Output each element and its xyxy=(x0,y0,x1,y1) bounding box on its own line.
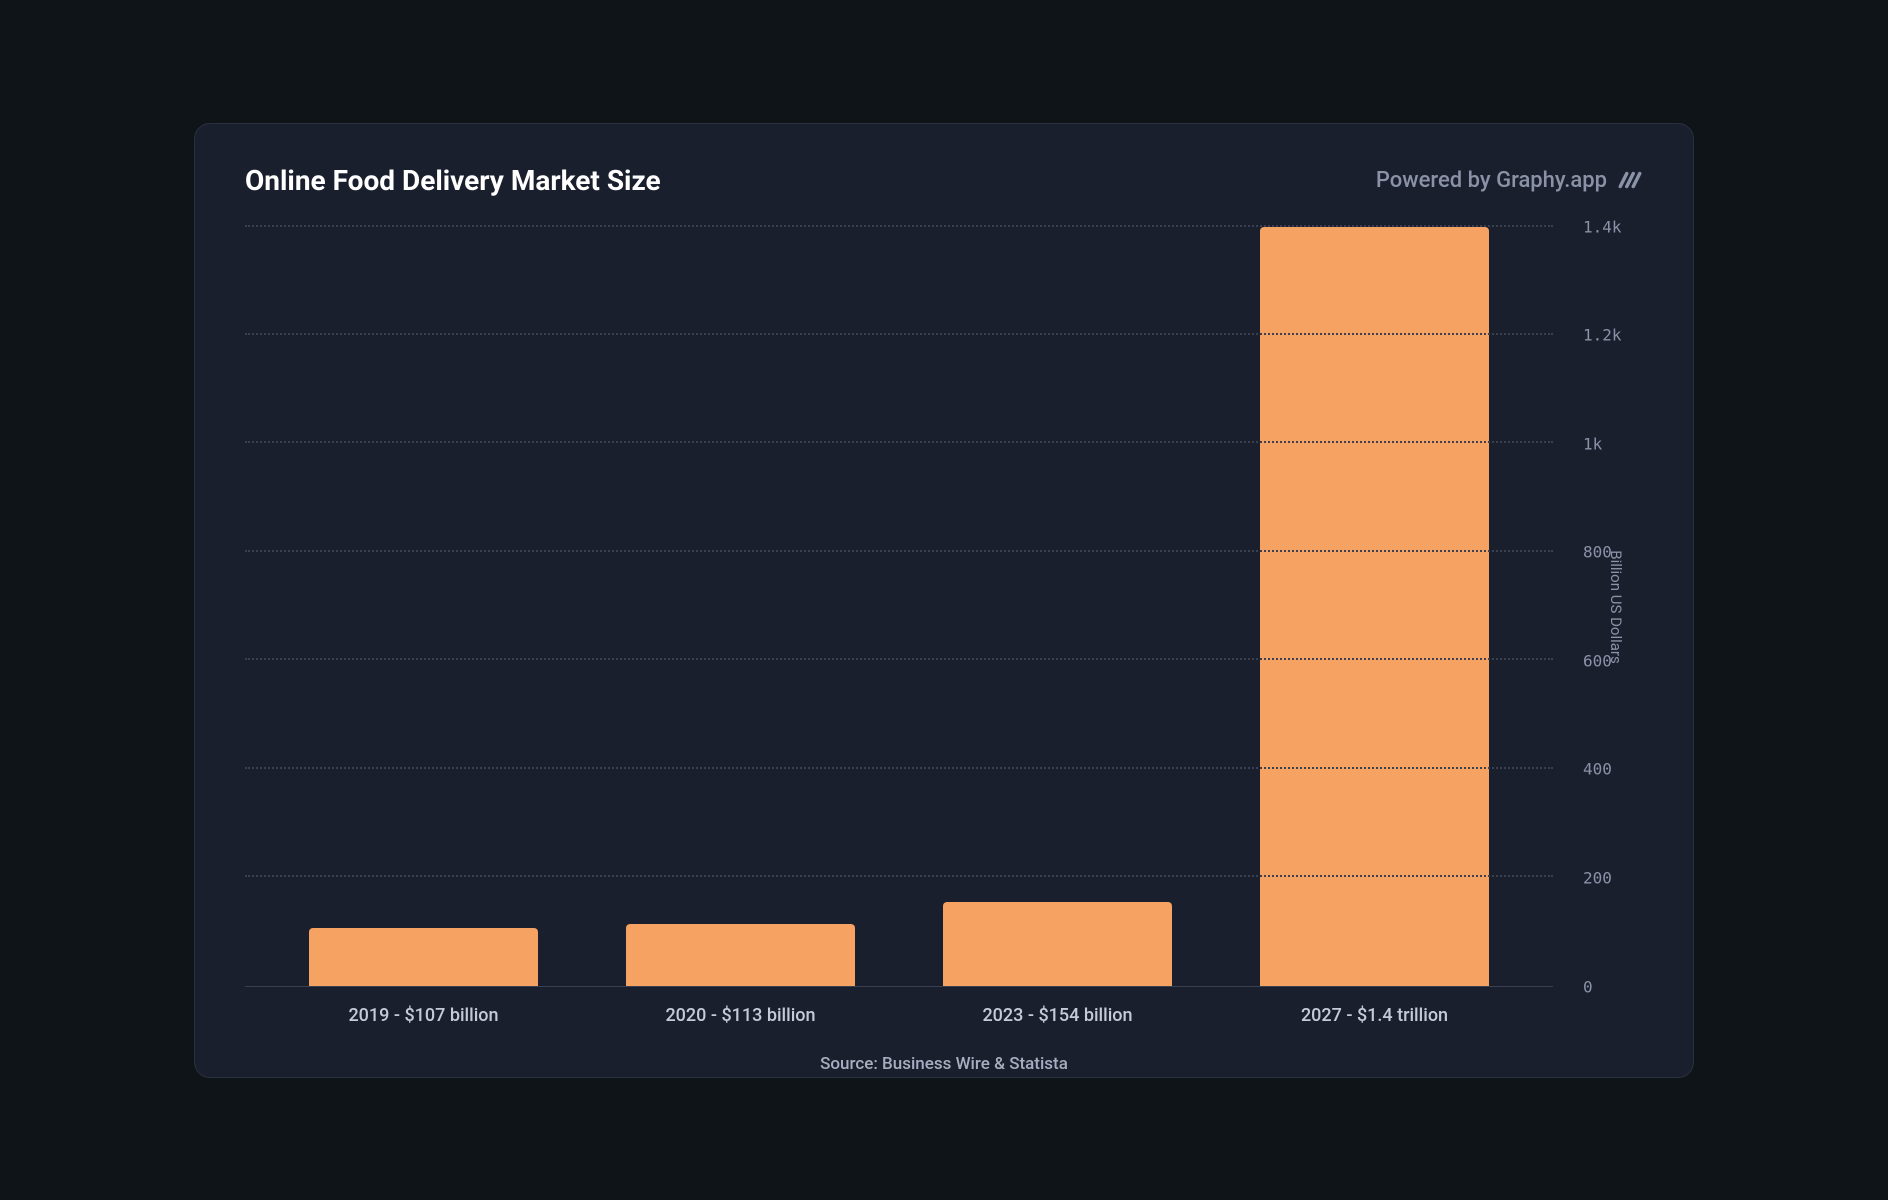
x-tick-label: 2020 - $113 billion xyxy=(582,1005,899,1026)
gridline xyxy=(245,333,1553,335)
gridline xyxy=(245,225,1553,227)
y-axis-label: Billion US Dollars xyxy=(1607,550,1625,664)
bar xyxy=(943,902,1171,985)
x-axis-labels: 2019 - $107 billion2020 - $113 billion20… xyxy=(245,987,1553,1026)
y-tick-label: 800 xyxy=(1583,543,1612,562)
bar xyxy=(626,924,854,985)
bar xyxy=(1260,227,1488,986)
chart-title: Online Food Delivery Market Size xyxy=(245,164,661,197)
powered-by-text: Powered by Graphy.app xyxy=(1376,168,1607,193)
bar xyxy=(309,928,537,986)
powered-by-link[interactable]: Powered by Graphy.app xyxy=(1376,167,1643,193)
chart-card: Online Food Delivery Market Size Powered… xyxy=(194,123,1694,1078)
gridline xyxy=(245,658,1553,660)
gridline xyxy=(245,550,1553,552)
bar-slot xyxy=(1216,227,1533,986)
chart-header: Online Food Delivery Market Size Powered… xyxy=(245,164,1643,197)
y-tick-label: 400 xyxy=(1583,760,1612,779)
y-tick-label: 1.4k xyxy=(1583,217,1622,236)
bar-slot xyxy=(582,227,899,986)
gridline xyxy=(245,441,1553,443)
graphy-logo-icon xyxy=(1617,167,1643,193)
x-tick-label: 2027 - $1.4 trillion xyxy=(1216,1005,1533,1026)
gridline xyxy=(245,767,1553,769)
x-tick-label: 2019 - $107 billion xyxy=(265,1005,582,1026)
chart-source: Source: Business Wire & Statista xyxy=(245,1054,1643,1074)
y-tick-label: 1.2k xyxy=(1583,326,1622,345)
bar-slot xyxy=(265,227,582,986)
bars-container xyxy=(245,227,1553,986)
x-tick-label: 2023 - $154 billion xyxy=(899,1005,1216,1026)
chart-area: Billion US Dollars 02004006008001k1.2k1.… xyxy=(245,227,1643,987)
y-axis: Billion US Dollars 02004006008001k1.2k1.… xyxy=(1573,227,1643,987)
bar-slot xyxy=(899,227,1216,986)
y-tick-label: 600 xyxy=(1583,651,1612,670)
chart-plot xyxy=(245,227,1553,987)
y-tick-label: 200 xyxy=(1583,868,1612,887)
gridline xyxy=(245,875,1553,877)
y-tick-label: 1k xyxy=(1583,434,1602,453)
y-tick-label: 0 xyxy=(1583,977,1593,996)
